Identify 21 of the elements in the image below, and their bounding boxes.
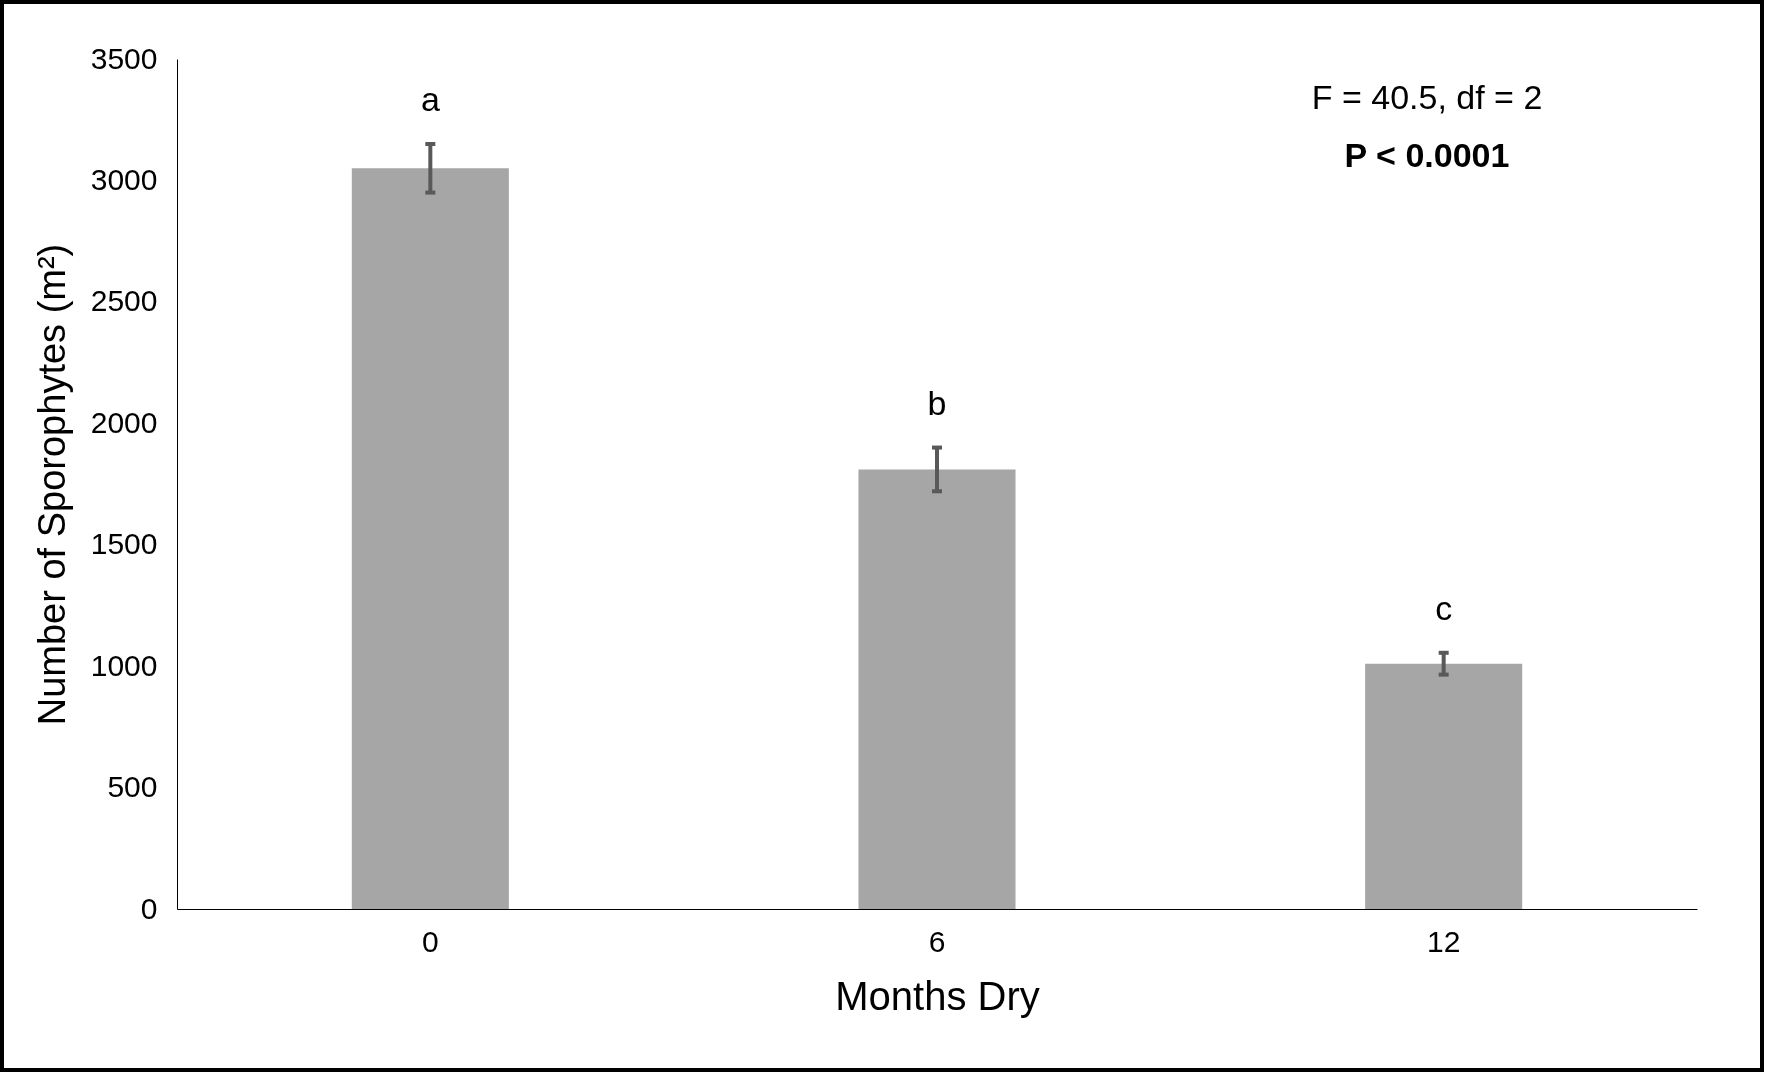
annotation: F = 40.5, df = 2 bbox=[1311, 78, 1543, 116]
annotation: b bbox=[927, 383, 947, 422]
x-tick-label: 6 bbox=[928, 924, 946, 958]
y-tick-label: 3000 bbox=[90, 162, 158, 196]
y-tick-label: 0 bbox=[140, 891, 158, 925]
y-tick-label: 1000 bbox=[90, 648, 158, 682]
y-tick-label: 2500 bbox=[90, 284, 158, 318]
x-axis-title: Months Dry bbox=[835, 973, 1040, 1018]
y-tick-label: 2000 bbox=[90, 405, 158, 439]
x-tick-label: 12 bbox=[1426, 924, 1461, 958]
bar bbox=[1365, 663, 1523, 909]
y-tick-label: 1500 bbox=[90, 527, 158, 561]
x-tick-label: 0 bbox=[421, 924, 439, 958]
y-tick-label: 3500 bbox=[90, 41, 158, 75]
y-tick-label: 500 bbox=[107, 770, 158, 804]
annotation: P < 0.0001 bbox=[1344, 136, 1510, 174]
y-axis-title: Number of Sporophytes (m²) bbox=[30, 243, 73, 726]
bar bbox=[858, 469, 1016, 909]
bar bbox=[351, 168, 509, 909]
annotation: a bbox=[420, 80, 440, 118]
annotation: c bbox=[1435, 588, 1453, 627]
